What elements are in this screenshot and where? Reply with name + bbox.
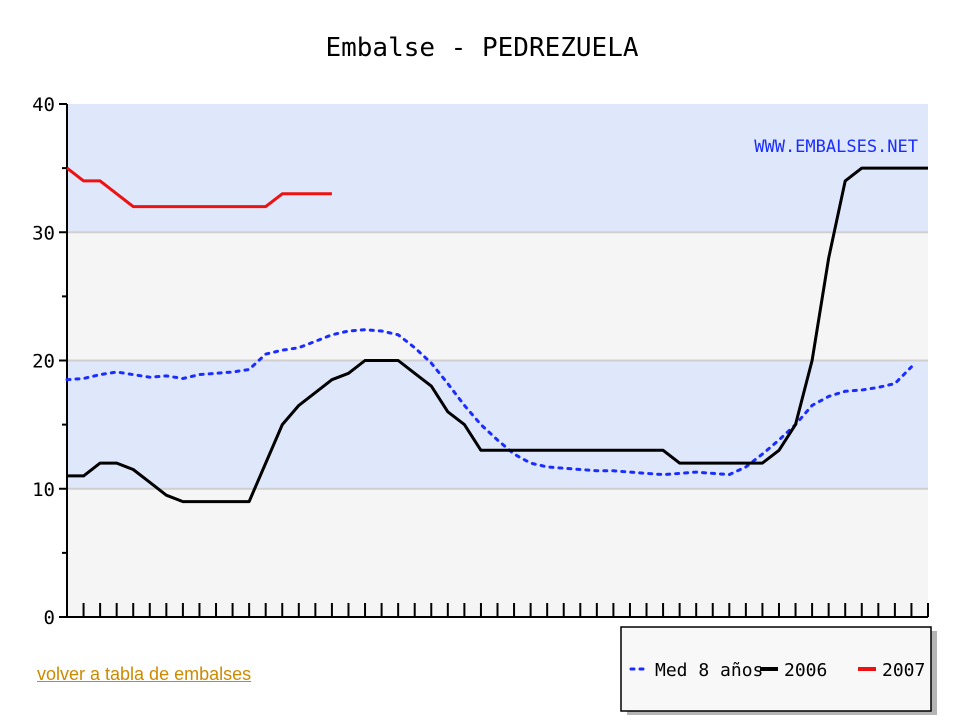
legend-label: 2006	[784, 660, 827, 681]
plot-band	[67, 360, 928, 489]
plot-background	[67, 104, 928, 617]
y-tick-label: 20	[32, 351, 55, 373]
legend: Med 8 años 2006 2007	[620, 626, 937, 715]
series-line-2006	[67, 166, 928, 504]
y-tick-label: 40	[32, 94, 55, 116]
chart-title: Embalse - PEDREZUELA	[325, 33, 638, 63]
x-axis	[66, 603, 929, 618]
watermark-label: WWW.EMBALSES.NET	[754, 137, 918, 157]
legend-label: Med 8 años	[655, 660, 763, 681]
plot-band	[67, 232, 928, 361]
y-axis: 0 10 20 30 40	[32, 94, 68, 629]
back-to-reservoir-table-link[interactable]: volver a tabla de embalses	[37, 664, 252, 684]
plot-band	[67, 104, 928, 233]
series-line-med-8-a-os	[65, 328, 913, 477]
series-group	[65, 166, 928, 504]
series-line-2007	[66, 166, 332, 209]
legend-label: 2007	[882, 660, 925, 681]
y-tick-label: 30	[32, 222, 55, 244]
y-tick-label: 10	[32, 479, 55, 501]
y-tick-label: 0	[44, 607, 55, 629]
legend-box	[620, 626, 932, 712]
plot-band	[67, 488, 928, 617]
